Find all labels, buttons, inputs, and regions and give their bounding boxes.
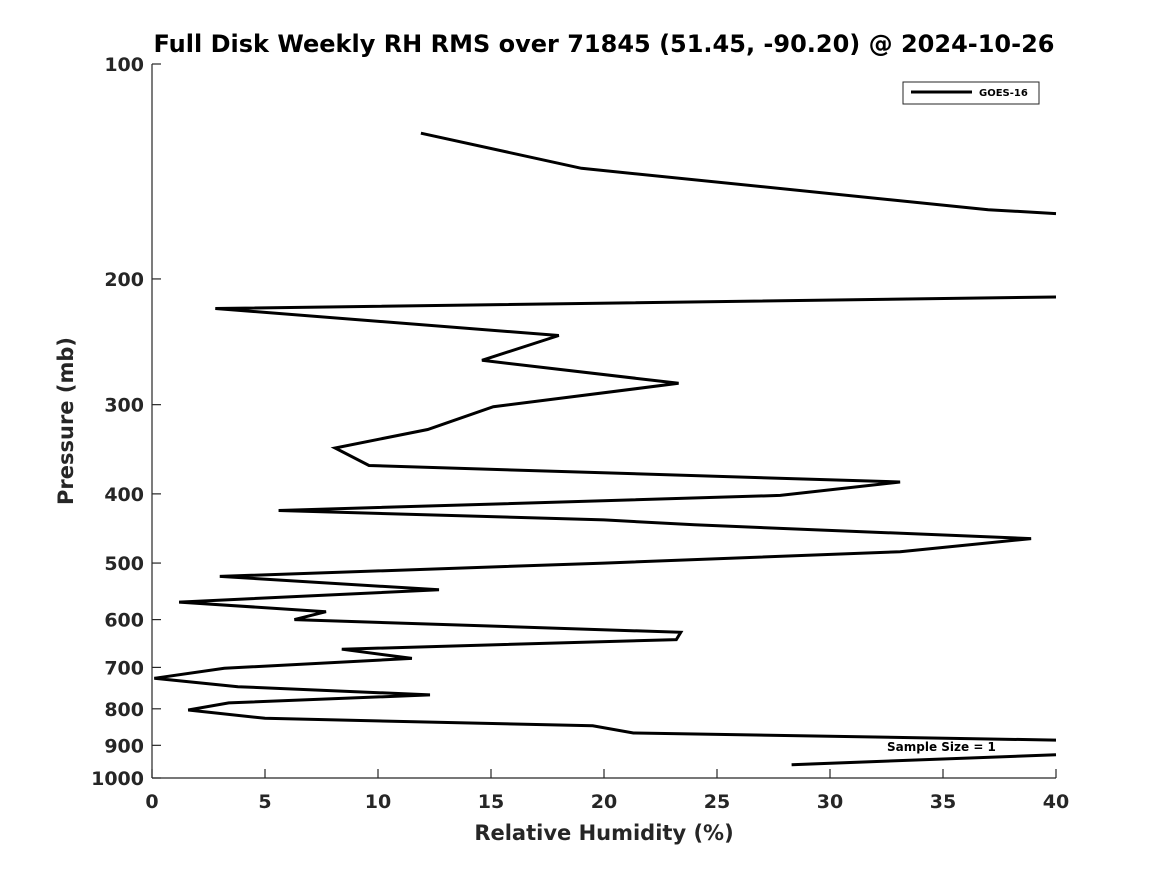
y-tick-label-800: 800 bbox=[104, 699, 144, 721]
x-tick-label-0: 0 bbox=[145, 791, 158, 813]
x-tick-label-5: 5 bbox=[258, 791, 271, 813]
y-tick-label-500: 500 bbox=[104, 553, 144, 575]
series-line-goes-16-segment-1 bbox=[420, 131, 1057, 216]
x-tick-label-30: 30 bbox=[817, 791, 843, 813]
chart-title: Full Disk Weekly RH RMS over 71845 (51.4… bbox=[153, 30, 1054, 58]
y-tick-label-300: 300 bbox=[104, 395, 144, 417]
x-tick-label-25: 25 bbox=[704, 791, 730, 813]
series-layer bbox=[154, 131, 1057, 767]
y-tick-label-600: 600 bbox=[104, 610, 144, 632]
y-tick-label-1000: 1000 bbox=[91, 768, 144, 790]
y-tick-label-200: 200 bbox=[104, 269, 144, 291]
sample-size-annotation: Sample Size = 1 bbox=[887, 740, 996, 754]
legend: GOES-16 bbox=[902, 81, 1040, 105]
x-tick-label-10: 10 bbox=[365, 791, 391, 813]
x-tick-label-20: 20 bbox=[591, 791, 617, 813]
y-ticks: 100 200 300 400 500 600 700 800 900 1000 bbox=[91, 54, 161, 790]
x-tick-label-40: 40 bbox=[1043, 791, 1069, 813]
series-line-goes-16-segment-2 bbox=[154, 295, 1057, 742]
y-axis-label: Pressure (mb) bbox=[54, 337, 78, 505]
series-line-goes-16-segment-3 bbox=[791, 753, 1057, 767]
x-ticks: 0 5 10 15 20 25 30 35 40 bbox=[145, 769, 1069, 813]
x-tick-label-35: 35 bbox=[930, 791, 956, 813]
y-tick-label-900: 900 bbox=[104, 735, 144, 757]
x-tick-label-15: 15 bbox=[478, 791, 504, 813]
y-tick-label-700: 700 bbox=[104, 657, 144, 679]
x-axis-label: Relative Humidity (%) bbox=[474, 821, 733, 845]
legend-label-goes-16: GOES-16 bbox=[979, 88, 1028, 99]
y-tick-label-400: 400 bbox=[104, 484, 144, 506]
y-tick-label-100: 100 bbox=[104, 54, 144, 76]
